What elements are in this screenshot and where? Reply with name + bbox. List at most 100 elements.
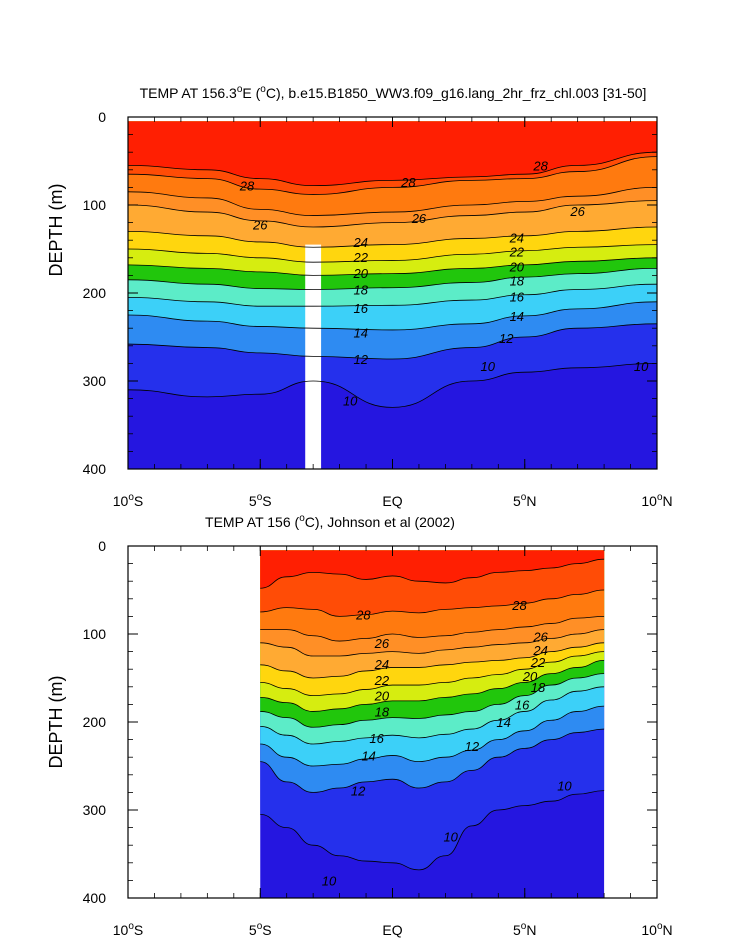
contour-label: 10 bbox=[480, 359, 495, 374]
contour-label: 26 bbox=[252, 217, 268, 232]
panel-2: TEMP AT 156 (oC), Johnson et al (2002) D… bbox=[46, 513, 673, 938]
isotherm-20 bbox=[260, 660, 605, 712]
contour-label: 28 bbox=[355, 608, 371, 623]
y-tick-label: 400 bbox=[83, 461, 107, 477]
isotherm-12 bbox=[260, 728, 605, 793]
panel-2-ticks: 10oS 5oS EQ 5oN 10oN 0 100 200 300 400 bbox=[83, 538, 673, 938]
contour-label: 18 bbox=[510, 274, 525, 289]
x-tick-label: 5oN bbox=[513, 921, 536, 938]
contour-label: 22 bbox=[353, 250, 369, 265]
x-tick-label: 10oS bbox=[113, 492, 143, 509]
isotherm-18 bbox=[260, 673, 605, 728]
contour-label: 16 bbox=[515, 697, 530, 712]
isotherm-24 bbox=[260, 642, 605, 679]
contour-label: 28 bbox=[239, 179, 255, 194]
contour-label: 18 bbox=[375, 704, 390, 719]
isotherm-28 bbox=[128, 156, 657, 195]
y-tick-label: 0 bbox=[98, 109, 106, 125]
contour-label: 10 bbox=[443, 829, 458, 844]
contour-label: 22 bbox=[530, 655, 546, 670]
contour-label: 12 bbox=[354, 352, 369, 367]
contour-label: 10 bbox=[343, 393, 358, 408]
y-tick-label: 100 bbox=[83, 626, 107, 642]
isotherm-18 bbox=[128, 267, 657, 290]
contour-label: 10 bbox=[557, 778, 572, 793]
contour-label: 12 bbox=[499, 331, 514, 346]
isotherm-28.5 bbox=[260, 558, 605, 589]
contour-label: 14 bbox=[354, 326, 368, 341]
y-tick-label: 100 bbox=[83, 197, 107, 213]
isotherm-27 bbox=[260, 616, 605, 642]
contour-label: 10 bbox=[634, 359, 649, 374]
missing-data-strip bbox=[305, 244, 322, 469]
isotherm-16 bbox=[128, 283, 657, 307]
panel-2-ylabel: DEPTH (m) bbox=[46, 676, 66, 769]
x-tick-label: 5oS bbox=[249, 492, 272, 509]
panel-1-ticks: 10oS 5oS EQ 5oN 10oN 0 100 200 300 400 bbox=[83, 109, 673, 509]
y-tick-label: 400 bbox=[83, 890, 107, 906]
y-tick-label: 200 bbox=[83, 714, 107, 730]
panel-1-temperature-field bbox=[128, 121, 657, 469]
band-28.5 bbox=[128, 121, 657, 186]
panel-1-isotherms bbox=[128, 151, 657, 408]
contour-label: 20 bbox=[353, 266, 369, 281]
contour-label: 22 bbox=[509, 245, 525, 260]
isotherm-22 bbox=[260, 651, 605, 697]
x-tick-label: 5oN bbox=[513, 492, 536, 509]
contour-label: 26 bbox=[532, 630, 548, 645]
panel-2-temperature-field bbox=[260, 550, 605, 898]
contour-label: 16 bbox=[369, 731, 384, 746]
contour-label: 28 bbox=[532, 158, 548, 173]
panel-1: TEMP AT 156.3oE (oC), b.e15.B1850_WW3.f0… bbox=[46, 84, 673, 509]
y-tick-label: 300 bbox=[83, 373, 107, 389]
contour-label: 12 bbox=[351, 784, 366, 799]
x-tick-label: 10oN bbox=[641, 492, 672, 509]
contour-label: 16 bbox=[510, 290, 525, 305]
panel-1-ylabel: DEPTH (m) bbox=[46, 184, 66, 277]
contour-label: 16 bbox=[354, 301, 369, 316]
panel-2-isotherms bbox=[260, 558, 605, 871]
contour-label: 24 bbox=[509, 231, 524, 246]
isotherm-14 bbox=[260, 705, 605, 767]
x-tick-label: 10oS bbox=[113, 921, 143, 938]
panel-1-title: TEMP AT 156.3oE (oC), b.e15.B1850_WW3.f0… bbox=[140, 84, 647, 101]
isotherm-24 bbox=[128, 226, 657, 248]
contour-label: 22 bbox=[374, 673, 390, 688]
contour-label: 20 bbox=[374, 689, 390, 704]
isotherm-26 bbox=[128, 200, 657, 228]
x-tick-label: EQ bbox=[382, 493, 402, 509]
contour-label: 14 bbox=[510, 309, 524, 324]
contour-label: 24 bbox=[353, 235, 368, 250]
x-tick-label: 10oN bbox=[641, 921, 672, 938]
contour-label: 10 bbox=[322, 873, 337, 888]
isotherm-12 bbox=[128, 323, 657, 360]
contour-label: 26 bbox=[374, 636, 390, 651]
isotherm-27 bbox=[128, 187, 657, 216]
isotherm-22 bbox=[128, 244, 657, 263]
contour-label: 24 bbox=[532, 643, 547, 658]
isotherm-20 bbox=[128, 257, 657, 276]
isotherm-10 bbox=[260, 790, 605, 871]
contour-label: 26 bbox=[569, 204, 585, 219]
contour-label: 18 bbox=[531, 680, 546, 695]
isotherm-28.5 bbox=[128, 151, 657, 187]
contour-label: 28 bbox=[400, 175, 416, 190]
contour-label: 26 bbox=[411, 211, 427, 226]
contour-label: 20 bbox=[522, 669, 538, 684]
contour-label: 28 bbox=[511, 598, 527, 613]
contour-label: 12 bbox=[465, 739, 480, 754]
isotherm-28 bbox=[260, 589, 605, 617]
contour-label: 24 bbox=[374, 657, 389, 672]
contour-label: 14 bbox=[496, 715, 510, 730]
isotherm-16 bbox=[260, 686, 605, 745]
isotherm-14 bbox=[128, 301, 657, 331]
contour-label: 20 bbox=[509, 260, 525, 275]
y-tick-label: 0 bbox=[98, 538, 106, 554]
isotherm-10 bbox=[128, 363, 657, 408]
y-tick-label: 200 bbox=[83, 285, 107, 301]
x-tick-label: EQ bbox=[382, 922, 402, 938]
contour-label: 18 bbox=[354, 282, 369, 297]
